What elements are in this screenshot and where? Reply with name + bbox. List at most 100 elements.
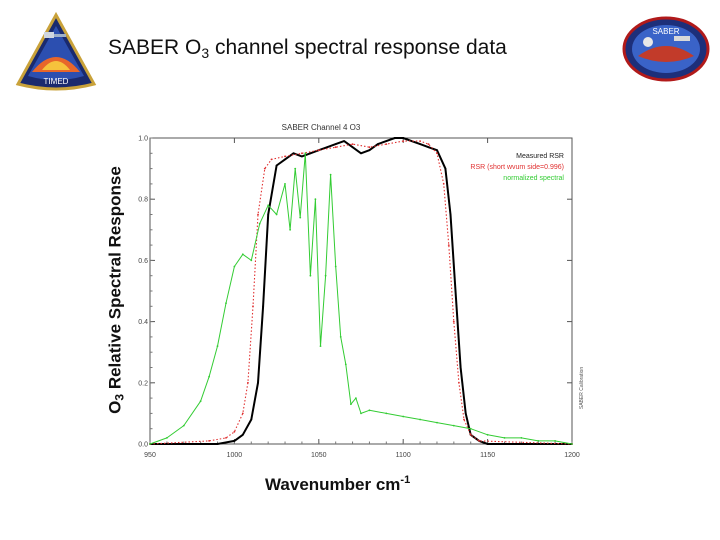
data-point [427, 143, 430, 145]
data-point [442, 183, 445, 185]
data-point [385, 140, 388, 142]
legend-entry: normalized spectral [503, 175, 564, 182]
y-axis-title: O3 Relative Spectral Response [106, 166, 127, 414]
data-point [241, 412, 244, 415]
data-point [284, 155, 286, 158]
data-point [447, 244, 450, 247]
data-point [554, 440, 556, 442]
data-point [454, 290, 457, 292]
data-point [355, 397, 357, 399]
data-point [166, 437, 168, 439]
data-point [304, 152, 307, 155]
x-tick-label: 1000 [227, 452, 243, 459]
plot-frame [149, 137, 573, 445]
slide-title: SABER O3 channel spectral response data [108, 36, 628, 61]
timed-logo-text: TIMED [44, 77, 69, 86]
x-tick-label: 950 [144, 452, 156, 459]
data-point [459, 366, 462, 369]
x-tick-label: 1200 [564, 452, 580, 459]
data-point [324, 274, 327, 277]
data-point [385, 412, 388, 415]
series-line-0 [150, 137, 572, 445]
data-point [233, 265, 236, 268]
data-point [250, 418, 253, 421]
data-point [402, 140, 405, 142]
data-point [343, 140, 345, 142]
data-point [458, 381, 460, 384]
data-point [520, 437, 523, 439]
y-tick-label: 0.6 [138, 258, 148, 265]
data-point [289, 228, 291, 231]
data-point [334, 265, 337, 268]
data-point [368, 409, 371, 412]
data-point [368, 146, 371, 149]
data-point [436, 149, 438, 152]
data-point [478, 440, 481, 442]
data-point [250, 259, 253, 262]
slide-title-main: SABER O [108, 36, 202, 59]
chart-title: SABER Channel 4 O3 [282, 123, 361, 132]
data-point [334, 143, 337, 145]
data-point [368, 149, 371, 152]
data-point [233, 440, 236, 442]
spectral-response-chart: 950 1000 1050 1100 1150 1200 0.0 0.2 0.4 0.6 0.8 1.… [138, 123, 585, 459]
data-point [247, 381, 249, 384]
data-point [257, 213, 259, 216]
data-point [419, 143, 421, 145]
data-point [309, 152, 312, 155]
data-point [270, 158, 273, 161]
legend-entry: Measured RSR [516, 153, 564, 160]
data-point [314, 198, 317, 201]
data-point [149, 443, 151, 445]
data-point [329, 173, 332, 176]
data-point [393, 137, 396, 139]
data-point [275, 164, 278, 167]
data-point [351, 146, 354, 149]
data-point [452, 320, 455, 323]
data-point [294, 167, 297, 170]
data-point [463, 418, 465, 421]
data-point [319, 345, 322, 347]
data-point [419, 418, 421, 421]
data-point [486, 433, 489, 436]
y-tick-label: 0.2 [138, 380, 148, 387]
timed-mission-logo: TIMED [15, 12, 97, 91]
data-point [402, 415, 405, 418]
data-point [334, 146, 337, 149]
data-point [385, 143, 388, 145]
legend-entry: RSR (short wvum side=0.996) [470, 164, 564, 171]
data-point [225, 302, 227, 305]
y-tick-label: 1.0 [138, 136, 148, 143]
saber-mission-logo: SABER [622, 16, 710, 82]
x-axis-title: Wavenumber cm-1 [265, 474, 410, 495]
saber-logo-text: SABER [652, 27, 679, 36]
data-point [486, 443, 489, 445]
data-point [292, 152, 295, 155]
data-point [571, 443, 573, 445]
data-point [344, 363, 347, 366]
x-tick-label: 1050 [311, 452, 327, 459]
data-point [317, 149, 320, 152]
data-point [326, 146, 329, 149]
data-point [299, 216, 302, 219]
data-point [241, 433, 244, 436]
data-point [275, 213, 278, 216]
data-point [284, 158, 286, 161]
data-point [301, 152, 303, 155]
data-point [267, 213, 270, 216]
series-line-1 [149, 140, 573, 445]
data-point [216, 443, 219, 445]
data-point [263, 167, 266, 170]
data-point [339, 336, 342, 338]
y-axis-title-subscript: 3 [112, 393, 127, 401]
data-point [182, 424, 185, 427]
data-point [216, 345, 219, 347]
side-note: SABER Calibration [579, 367, 585, 409]
data-point [258, 222, 261, 225]
data-point [252, 305, 254, 308]
series-line-2 [149, 152, 573, 445]
x-tick-label: 1100 [396, 452, 411, 459]
data-point [360, 152, 362, 155]
data-point [427, 146, 430, 149]
y-axis-title-rest: Relative Spectral Response [105, 166, 125, 394]
